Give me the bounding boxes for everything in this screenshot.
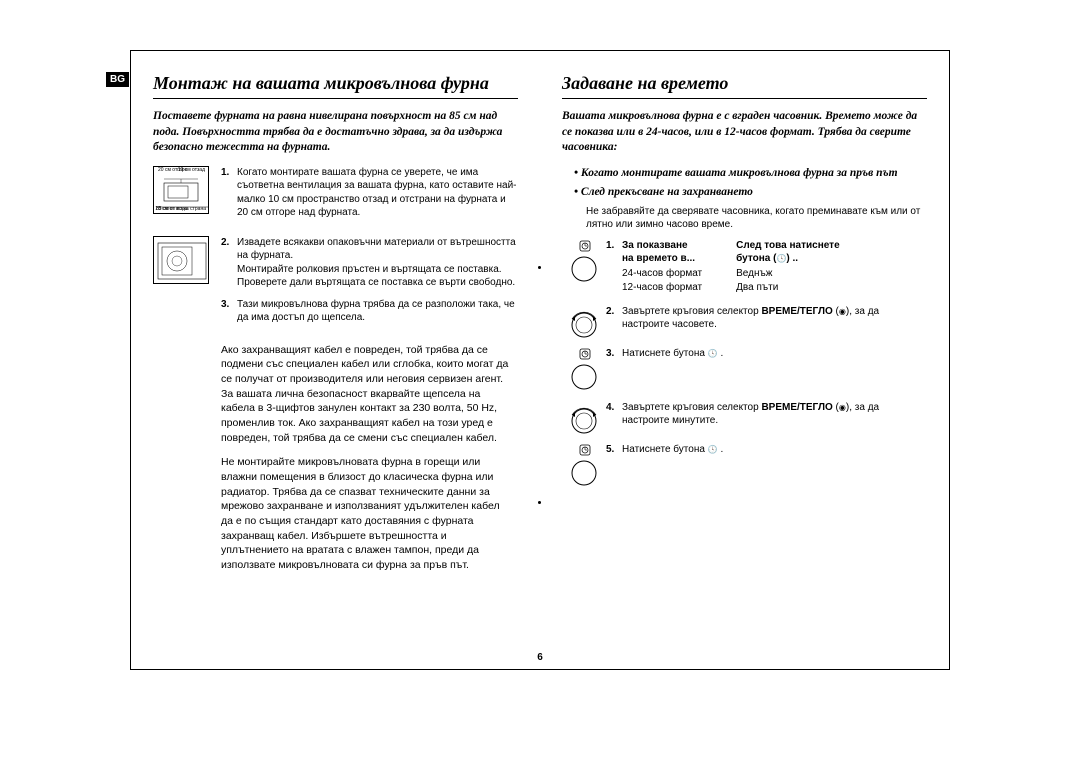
step-number: 1.: [606, 239, 622, 299]
note-text: Не забравяйте да сверявате часовника, ко…: [562, 205, 927, 231]
page-number: 6: [537, 652, 543, 663]
clock-button-icon: [562, 347, 606, 395]
turntable-diagram: [153, 236, 213, 333]
bullet-2: • След прекъсване на захранването: [562, 185, 927, 201]
install-step-2: 2. Извадете всякакви опаковъчни материал…: [153, 236, 518, 333]
dial-icon: [562, 401, 606, 437]
time-step-2: 2. Завъртете кръговия селектор ВРЕМЕ/ТЕГ…: [562, 305, 927, 341]
heading-right: Задаване на времето: [562, 73, 927, 99]
step-text: Когато монтирате вашата фурна се уверете…: [237, 166, 518, 220]
step-number: 2.: [606, 305, 622, 341]
step-number: 3.: [221, 298, 237, 325]
dial-symbol-icon: ◉: [839, 307, 846, 316]
bullet-1: • Когато монтирате вашата микровълнова ф…: [562, 166, 927, 182]
intro-right: Вашата микровълнова фурна е с вграден ча…: [562, 109, 927, 156]
clock-button-icon: [562, 239, 606, 299]
step-number: 2.: [221, 236, 237, 290]
step-number: 5.: [606, 443, 622, 491]
column-installation: Монтаж на вашата микровълнова фурна Пост…: [131, 51, 540, 669]
intro-left: Поставете фурната на равна нивелирана по…: [153, 109, 518, 156]
step-number: 4.: [606, 401, 622, 437]
step-text: Тази микровълнова фурна трябва да се раз…: [237, 298, 518, 325]
clock-icon: 🕓: [776, 254, 786, 263]
manual-page: Монтаж на вашата микровълнова фурна Пост…: [130, 50, 950, 670]
clock-icon: 🕓: [708, 445, 718, 454]
dial-symbol-icon: ◉: [839, 403, 846, 412]
paragraph: Ако захранващият кабел е повреден, той т…: [221, 343, 514, 446]
time-step-3: 3. Натиснете бутона 🕓 .: [562, 347, 927, 395]
language-badge: BG: [106, 72, 129, 87]
step-text: Извадете всякакви опаковъчни материали о…: [237, 236, 518, 290]
clearance-diagram: 20 см отгоре 10 см отзад 85 см от пода 1…: [153, 166, 213, 228]
label-back: 10 см отзад: [178, 168, 205, 173]
time-step-5: 5. Натиснете бутона 🕓 .: [562, 443, 927, 491]
label-side: 10 см от всяка страна: [155, 207, 206, 212]
column-time-setting: Задаване на времето Вашата микровълнова …: [540, 51, 949, 669]
binding-dots: [538, 266, 541, 736]
clock-button-icon: [562, 443, 606, 491]
heading-left: Монтаж на вашата микровълнова фурна: [153, 73, 518, 99]
time-step-4: 4. Завъртете кръговия селектор ВРЕМЕ/ТЕГ…: [562, 401, 927, 437]
time-step-1: 1. За показванена времето в... 24-часов …: [562, 239, 927, 299]
step-number: 1.: [221, 166, 237, 220]
step-number: 3.: [606, 347, 622, 395]
safety-paragraphs: Ако захранващият кабел е повреден, той т…: [153, 343, 518, 573]
install-step-1: 20 см отгоре 10 см отзад 85 см от пода 1…: [153, 166, 518, 228]
clock-icon: 🕓: [708, 349, 718, 358]
format-table: За показванена времето в... 24-часов фор…: [622, 239, 927, 295]
dial-icon: [562, 305, 606, 341]
paragraph: Не монтирайте микровълновата фурна в гор…: [221, 455, 514, 573]
